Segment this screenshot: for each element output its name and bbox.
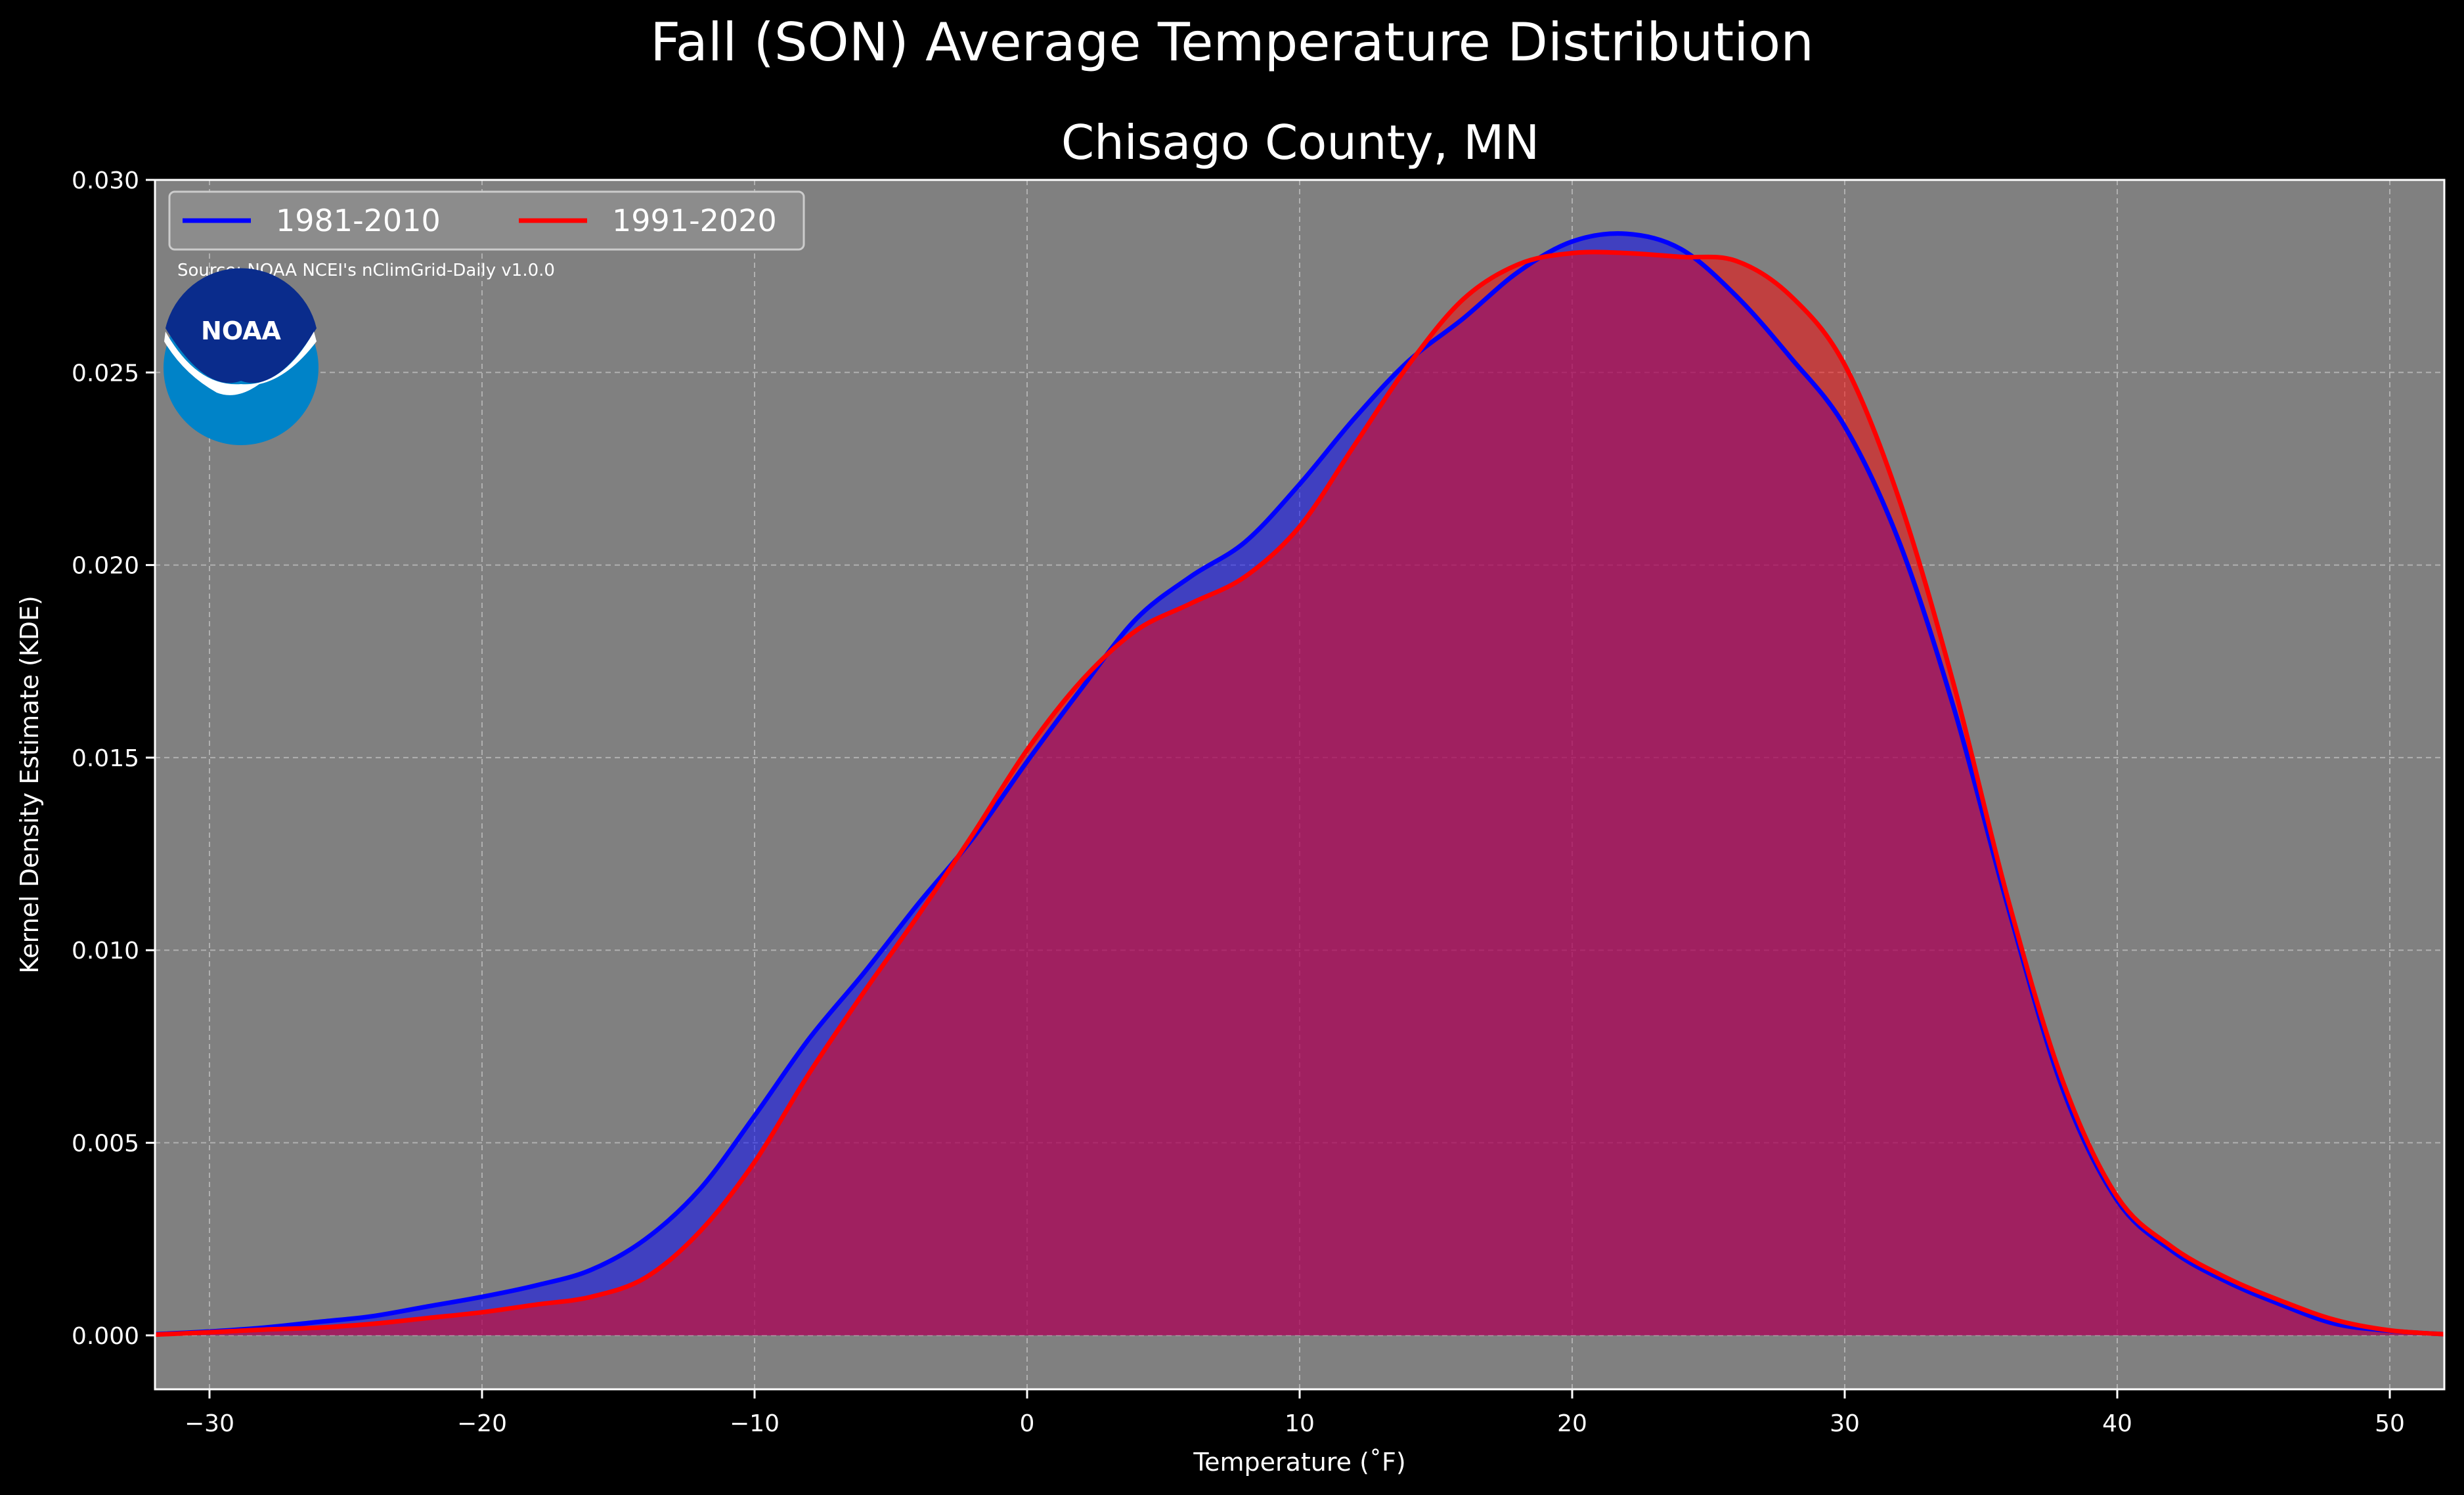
y-tick-label: 0.000 xyxy=(72,1323,139,1350)
noaa-logo-bird xyxy=(164,332,317,395)
noaa-logo-text: NOAA xyxy=(201,316,281,345)
x-tick-label: 20 xyxy=(1557,1410,1587,1437)
chart-suptitle: Fall (SON) Average Temperature Distribut… xyxy=(650,12,1814,73)
x-tick-label: 50 xyxy=(2375,1410,2405,1437)
x-tick-label: −20 xyxy=(457,1410,507,1437)
legend-label-1981-2010: 1981-2010 xyxy=(276,203,441,238)
series-line-1981-2010 xyxy=(154,231,2445,1337)
chart-subtitle: Chisago County, MN xyxy=(1061,115,1539,170)
y-tick-label: 0.005 xyxy=(72,1131,139,1158)
series-line-1991-2020 xyxy=(154,249,2445,1337)
noaa-logo: NOAA xyxy=(164,268,319,445)
legend: 1981-2010 1991-2020 xyxy=(168,190,805,251)
y-tick-label: 0.015 xyxy=(72,745,139,772)
legend-label-1991-2020: 1991-2020 xyxy=(612,203,777,238)
x-tick-label: 30 xyxy=(1830,1410,1860,1437)
y-tick-label: 0.025 xyxy=(72,360,139,387)
x-tick-label: −10 xyxy=(730,1410,780,1437)
y-tick-label: 0.020 xyxy=(72,553,139,580)
y-tick-label: 0.010 xyxy=(72,938,139,964)
x-tick-label: −30 xyxy=(185,1410,234,1437)
x-tick-label: 0 xyxy=(1020,1410,1035,1437)
y-axis-title: Kernel Density Estimate (KDE) xyxy=(15,596,44,974)
legend-box xyxy=(168,190,805,251)
x-tick-label: 40 xyxy=(2102,1410,2132,1437)
series-layer xyxy=(154,231,2445,1337)
y-tick-label: 0.030 xyxy=(72,167,139,194)
x-tick-label: 10 xyxy=(1285,1410,1315,1437)
axes: −30 −20 −10 0 10 20 30 40 50 0.000 0.005 0.010 0.015… xyxy=(72,167,2446,1437)
noaa-logo-sky xyxy=(165,268,317,383)
series-area-1991-2020 xyxy=(155,251,2444,1335)
plot-frame xyxy=(154,179,2446,1391)
x-axis-title: Temperature (˚F) xyxy=(1193,1448,1405,1477)
